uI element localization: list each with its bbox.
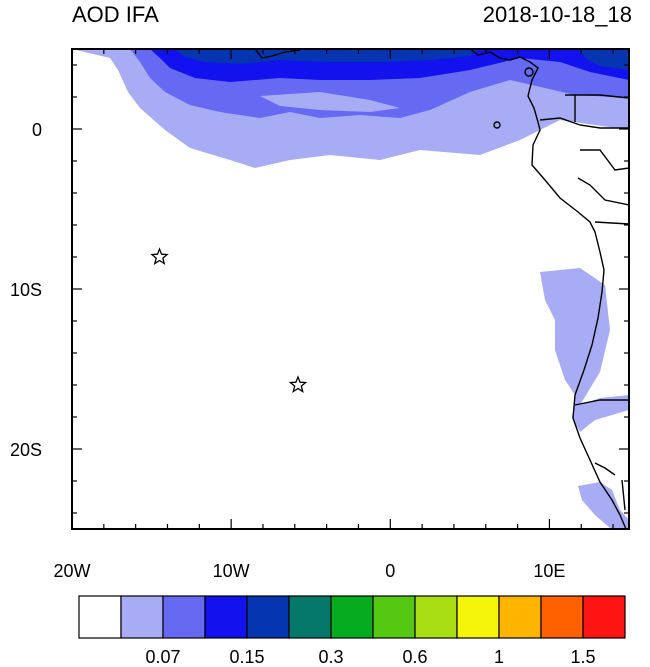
x-tick-label: 0 xyxy=(385,561,395,581)
colorbar-swatch xyxy=(456,595,500,639)
coastline xyxy=(254,49,629,529)
station-markers xyxy=(150,247,308,393)
colorbar-swatch xyxy=(414,595,458,639)
colorbar-swatch xyxy=(582,595,626,639)
colorbar-swatch xyxy=(372,595,416,639)
colorbar-labels: 0.07 0.15 0.3 0.6 1 1.5 xyxy=(145,647,595,667)
station-star-icon xyxy=(288,375,308,393)
map-title: AOD IFA xyxy=(72,2,159,27)
colorbar-swatch xyxy=(330,595,374,639)
aod-coastal-plume xyxy=(540,268,629,432)
aod-southern-plume xyxy=(578,482,629,529)
y-tick-label: 0 xyxy=(32,120,42,140)
x-tick-label: 20W xyxy=(53,561,90,581)
x-axis-labels: 20W 10W 0 10E xyxy=(53,561,565,581)
colorbar-swatch xyxy=(288,595,332,639)
map-timestamp: 2018-10-18_18 xyxy=(482,2,632,27)
colorbar-label: 1.5 xyxy=(570,647,595,667)
colorbar xyxy=(78,595,626,639)
y-tick-label: 10S xyxy=(10,280,42,300)
colorbar-swatch xyxy=(204,595,248,639)
colorbar-swatch xyxy=(246,595,290,639)
colorbar-label: 0.3 xyxy=(318,647,343,667)
axis-ticks xyxy=(71,49,629,529)
colorbar-swatch xyxy=(120,595,164,639)
colorbar-label: 0.6 xyxy=(402,647,427,667)
x-tick-label: 10E xyxy=(533,561,565,581)
aod-east-dark xyxy=(580,49,629,70)
colorbar-label: 1 xyxy=(494,647,504,667)
colorbar-label: 0.07 xyxy=(145,647,180,667)
x-tick-label: 10W xyxy=(213,561,250,581)
aod-field xyxy=(72,49,629,529)
colorbar-swatch xyxy=(540,595,584,639)
colorbar-label: 0.15 xyxy=(229,647,264,667)
aod-band-light-patch xyxy=(260,92,400,112)
colorbar-swatch xyxy=(498,595,542,639)
aod-band-darkest xyxy=(175,49,480,64)
colorbar-swatch xyxy=(78,595,122,639)
y-tick-label: 20S xyxy=(10,440,42,460)
y-axis-labels: 0 10S 20S xyxy=(10,120,42,460)
station-star-icon xyxy=(150,247,169,265)
colorbar-swatch xyxy=(162,595,206,639)
